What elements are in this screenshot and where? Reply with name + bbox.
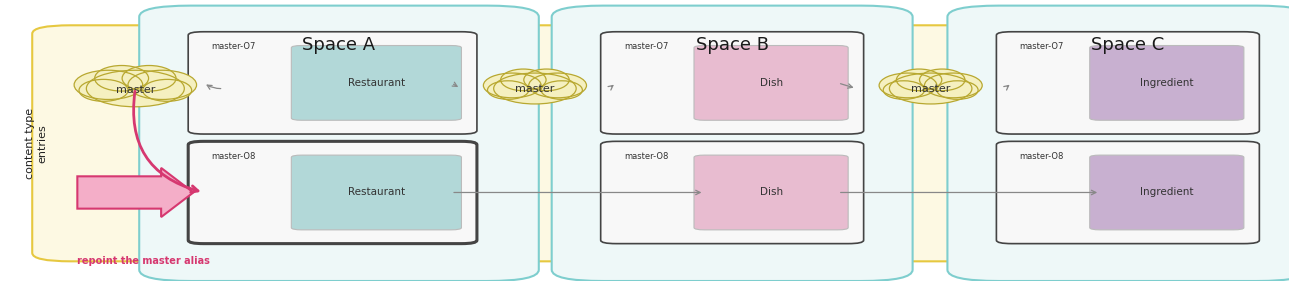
FancyBboxPatch shape	[996, 141, 1259, 244]
FancyBboxPatch shape	[139, 6, 539, 281]
Ellipse shape	[528, 73, 586, 98]
FancyBboxPatch shape	[693, 155, 848, 230]
Ellipse shape	[79, 79, 128, 101]
Text: master-O8: master-O8	[211, 152, 255, 161]
Text: master-O7: master-O7	[1020, 42, 1063, 51]
Text: master: master	[116, 85, 155, 95]
FancyBboxPatch shape	[291, 46, 461, 120]
Text: Ingredient: Ingredient	[1139, 78, 1194, 88]
Ellipse shape	[487, 81, 528, 99]
Ellipse shape	[541, 81, 583, 99]
FancyBboxPatch shape	[693, 46, 848, 120]
FancyBboxPatch shape	[188, 32, 477, 134]
Text: Space B: Space B	[696, 36, 768, 54]
Text: master: master	[911, 85, 950, 94]
Ellipse shape	[924, 73, 982, 98]
Ellipse shape	[494, 73, 576, 104]
Ellipse shape	[919, 69, 965, 91]
Text: Space C: Space C	[1092, 36, 1164, 54]
Ellipse shape	[75, 70, 143, 99]
Ellipse shape	[94, 65, 148, 91]
Text: repoint the master alias: repoint the master alias	[77, 255, 210, 266]
Text: master: master	[516, 85, 554, 94]
FancyBboxPatch shape	[188, 141, 477, 244]
Ellipse shape	[937, 81, 978, 99]
Ellipse shape	[889, 73, 972, 104]
Text: content type
entries: content type entries	[26, 108, 46, 179]
FancyArrow shape	[77, 168, 193, 217]
Text: master-O7: master-O7	[211, 42, 255, 51]
Ellipse shape	[896, 69, 942, 91]
Text: Restaurant: Restaurant	[348, 78, 405, 88]
Text: Ingredient: Ingredient	[1139, 187, 1194, 198]
FancyBboxPatch shape	[947, 6, 1289, 281]
FancyBboxPatch shape	[291, 155, 461, 230]
Text: Dish: Dish	[759, 78, 782, 88]
Ellipse shape	[86, 70, 184, 107]
Ellipse shape	[879, 73, 937, 98]
Ellipse shape	[523, 69, 570, 91]
Text: Restaurant: Restaurant	[348, 187, 405, 198]
Text: Dish: Dish	[759, 187, 782, 198]
FancyBboxPatch shape	[1089, 46, 1244, 120]
Ellipse shape	[128, 70, 197, 99]
Text: master-O7: master-O7	[624, 42, 668, 51]
Ellipse shape	[500, 69, 547, 91]
FancyBboxPatch shape	[1089, 155, 1244, 230]
Text: master-O8: master-O8	[624, 152, 668, 161]
Ellipse shape	[483, 73, 541, 98]
FancyBboxPatch shape	[552, 6, 913, 281]
Text: Space A: Space A	[303, 36, 375, 54]
FancyBboxPatch shape	[32, 25, 1289, 261]
Ellipse shape	[122, 65, 177, 91]
FancyBboxPatch shape	[601, 141, 864, 244]
FancyBboxPatch shape	[996, 32, 1259, 134]
Ellipse shape	[883, 81, 924, 99]
Ellipse shape	[143, 79, 192, 101]
FancyBboxPatch shape	[601, 32, 864, 134]
Text: master-O8: master-O8	[1020, 152, 1063, 161]
